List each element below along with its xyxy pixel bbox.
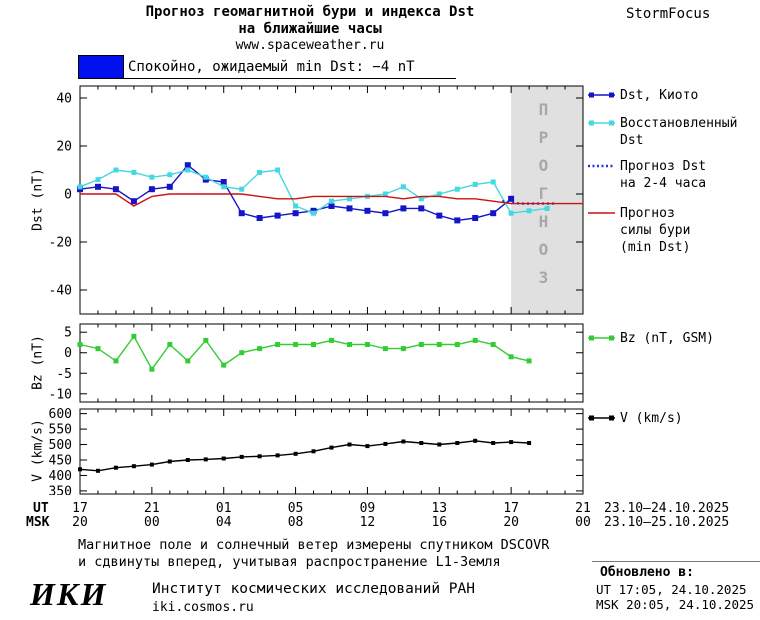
msk-daterange: 23.10–25.10.2025 [604, 515, 730, 530]
svg-text:-10: -10 [49, 387, 72, 402]
legend-v-label: V (km/s) [620, 411, 683, 426]
x-tick-label: 09 [359, 501, 376, 516]
legend-forecast-dst-label: Прогноз Dst на 2-4 часа [620, 159, 707, 191]
legend-storm-forecast: Прогноз силы бури (min Dst) [588, 205, 760, 256]
x-tick-label: 00 [144, 515, 160, 530]
updated-divider [592, 561, 760, 562]
svg-text:400: 400 [49, 469, 72, 484]
forecast-region-label: ПРОГНОЗ [534, 100, 553, 296]
svg-text:600: 600 [49, 408, 72, 422]
legend-dst-kyoto: Dst, Киото [588, 87, 760, 104]
svg-text:-5: -5 [56, 367, 72, 382]
svg-text:5: 5 [64, 326, 72, 341]
institute-site-link: iki.cosmos.ru [152, 600, 254, 615]
dst-kyoto-line-icon [588, 92, 615, 98]
x-tick-label: 20 [503, 515, 519, 530]
legend-v: V (km/s) [588, 410, 760, 427]
ut-tick-row: 17 21 01 05 09 13 17 21 [0, 501, 760, 516]
svg-text:450: 450 [49, 454, 72, 469]
status-underline [78, 78, 456, 79]
updated-label: Обновлено в: [600, 565, 694, 580]
site-link: www.spaceweather.ru [235, 38, 385, 53]
svg-text:550: 550 [49, 423, 72, 438]
svg-text:40: 40 [56, 92, 72, 107]
storm-level-swatch [78, 55, 124, 79]
x-tick-label: 12 [359, 515, 376, 530]
restored-dst-line-icon [588, 120, 615, 126]
x-tick-label: 20 [72, 515, 88, 530]
legend-forecast-dst: Прогноз Dst на 2-4 часа [588, 158, 760, 192]
ut-axis-name: UT [33, 501, 49, 516]
storm-level-text: Спокойно, ожидаемый min Dst: −4 nT [128, 59, 415, 75]
bz-chart: -10 -5 0 5 [49, 323, 584, 403]
x-tick-label: 04 [215, 515, 232, 530]
x-tick-label: 16 [431, 515, 448, 530]
page-title: Прогноз геомагнитной бури и индекса Dst … [55, 4, 565, 54]
msk-tick-row: 20 00 04 08 12 16 20 00 [0, 515, 760, 530]
svg-text:20: 20 [56, 140, 72, 155]
iki-logo: ИКИ [30, 576, 108, 612]
forecast-dst-dotted-line-icon [588, 164, 615, 168]
legend-dst-kyoto-label: Dst, Киото [620, 88, 699, 103]
data-source-note-line1: Магнитное поле и солнечный ветер измерен… [78, 537, 550, 553]
x-tick-label: 13 [431, 501, 448, 516]
legend-storm-forecast-label: Прогноз силы бури (min Dst) [620, 206, 691, 255]
x-tick-label: 17 [72, 501, 88, 516]
legend-bz: Bz (nT, GSM) [588, 330, 760, 347]
svg-text:350: 350 [49, 484, 72, 495]
updated-msk-time: MSK 20:05, 24.10.2025 [596, 597, 755, 612]
data-source-note-line2: и сдвинуты вперед, учитывая распростране… [78, 554, 501, 570]
legend-restored-label: Восстановленный Dst [620, 116, 738, 148]
updated-ut-time: UT 17:05, 24.10.2025 [596, 582, 747, 597]
bz-line-icon [588, 335, 615, 341]
institute-name: Институт космических исследований РАН [152, 581, 476, 597]
v-line-icon [588, 415, 615, 421]
title-line-1: Прогноз геомагнитной бури и индекса Dst [145, 4, 475, 20]
svg-text:-40: -40 [49, 284, 72, 299]
msk-axis-name: MSK [26, 515, 50, 530]
svg-text:500: 500 [49, 438, 72, 453]
dst-chart: -40 -20 0 20 40 [49, 85, 584, 315]
svg-text:0: 0 [64, 346, 72, 361]
svg-text:0: 0 [64, 188, 72, 203]
brand-label: StormFocus [626, 6, 711, 22]
svg-text:-20: -20 [49, 236, 72, 251]
x-tick-label: 05 [287, 501, 304, 516]
legend-bz-label: Bz (nT, GSM) [620, 331, 714, 346]
x-tick-label: 21 [575, 501, 591, 516]
x-tick-label: 01 [215, 501, 232, 516]
x-tick-label: 08 [287, 515, 304, 530]
ut-daterange: 23.10–24.10.2025 [604, 501, 730, 516]
x-tick-label: 21 [144, 501, 160, 516]
x-tick-label: 00 [575, 515, 591, 530]
title-line-2: на ближайшие часы [238, 21, 382, 37]
legend-restored-dst: Восстановленный Dst [588, 115, 760, 149]
storm-forecast-line-icon [588, 212, 615, 214]
x-tick-label: 17 [503, 501, 519, 516]
